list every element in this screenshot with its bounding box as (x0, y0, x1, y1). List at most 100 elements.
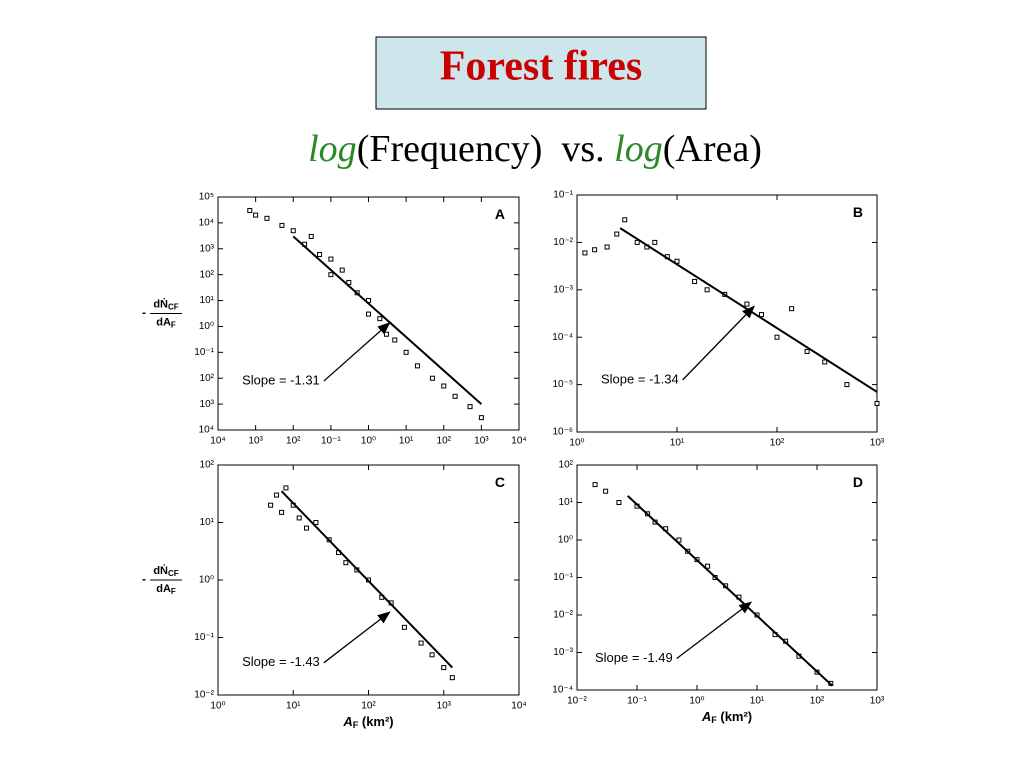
title-box (375, 36, 707, 110)
subtitle-part: (Area) (663, 128, 762, 170)
x-label-part: A (342, 714, 352, 729)
x-label-part: (km²) (358, 714, 393, 729)
x-tick-label: 10¹ (399, 436, 414, 447)
x-tick-label: 10⁻² (567, 696, 587, 707)
subtitle-part: log (614, 128, 663, 170)
y-tick-label: 10¹ (200, 517, 215, 528)
y-tick-label: 10¹ (559, 497, 574, 508)
annotation: Slope = -1.43 (242, 654, 320, 669)
x-tick-label: 10¹ (286, 701, 301, 712)
subtitle-part: log (308, 128, 357, 170)
y-label-part: dA (156, 316, 171, 328)
x-tick-label: 10² (770, 438, 785, 449)
y-label-minus: - (142, 306, 146, 320)
x-label-part: F (711, 715, 717, 725)
x-tick-label: 10² (361, 701, 376, 712)
y-tick-label: 10⁻¹ (553, 190, 573, 201)
data-point (308, 233, 314, 239)
x-tick-label: 10⁴ (511, 701, 526, 712)
data-point (414, 363, 420, 369)
subtitle: log(Frequency) vs. log(Area) (308, 128, 762, 170)
data-point (441, 665, 447, 671)
x-tick-label: 10⁴ (210, 436, 225, 447)
title: Forest fires (440, 44, 643, 90)
y-tick-label: 10⁵ (199, 192, 214, 203)
data-point (789, 306, 795, 312)
x-label: AF (km²) (342, 714, 393, 730)
y-tick-label: 10⁻⁴ (552, 332, 573, 343)
data-point (634, 239, 640, 245)
x-tick-label: 10⁴ (511, 436, 526, 447)
data-point (614, 231, 620, 237)
panel-label: C (495, 474, 505, 490)
data-point (478, 415, 484, 421)
y-tick-label: 10⁻³ (553, 284, 573, 295)
x-tick-label: 10¹ (670, 438, 685, 449)
data-point (604, 244, 610, 250)
y-label-part: F (171, 587, 176, 596)
y-label-part: F (171, 321, 176, 330)
x-tick-label: 10³ (437, 701, 452, 712)
data-point (296, 515, 302, 521)
data-point (279, 222, 285, 228)
x-tick-label: 10⁻¹ (627, 696, 647, 707)
data-point (328, 256, 334, 262)
x-tick-label: 10⁻¹ (321, 436, 341, 447)
y-label-part: CF (168, 303, 179, 312)
data-point (844, 382, 850, 388)
y-tick-label: 10⁻³ (553, 647, 573, 658)
data-point (274, 492, 280, 498)
data-point (592, 482, 598, 488)
y-tick-label: 10² (200, 460, 215, 471)
data-point (328, 272, 334, 278)
annotation: Slope = -1.34 (601, 371, 679, 386)
panel-label: A (495, 206, 505, 222)
annotation: Slope = -1.31 (242, 373, 320, 388)
y-tick-label: 10² (559, 460, 574, 471)
y-label-numerator: dṄCF (153, 297, 178, 311)
data-point (304, 525, 310, 531)
y-label-denominator: dAF (156, 583, 176, 596)
data-point (429, 375, 435, 381)
fit-line (280, 490, 454, 669)
x-label-part: F (353, 720, 359, 730)
y-tick-label: 10² (200, 373, 215, 384)
y-label-minus: - (142, 572, 146, 586)
data-point (616, 500, 622, 505)
data-point (592, 247, 598, 253)
data-point (452, 393, 458, 399)
data-point (441, 383, 447, 389)
data-point (603, 488, 609, 494)
plot-frame (576, 194, 878, 433)
y-tick-label: 10⁴ (199, 425, 214, 436)
data-point (253, 212, 259, 218)
y-tick-label: 10⁴ (199, 218, 214, 229)
fit-line (619, 227, 878, 393)
y-tick-label: 10⁰ (199, 321, 214, 332)
x-tick-label: 10² (810, 696, 825, 707)
y-label-part: dA (156, 583, 171, 595)
y-label-denominator: dAF (156, 316, 176, 329)
x-tick-label: 10⁰ (569, 438, 584, 449)
y-tick-label: 10³ (200, 243, 215, 254)
y-tick-label: 10⁻⁴ (552, 685, 573, 696)
data-point (247, 208, 253, 214)
data-point (283, 485, 289, 491)
data-point (343, 560, 349, 566)
x-tick-label: 10³ (870, 438, 885, 449)
annotation-arrow (682, 305, 755, 381)
data-point (366, 311, 371, 317)
data-point (774, 334, 780, 340)
y-tick-label: 10⁻⁶ (552, 427, 573, 438)
data-point (377, 316, 383, 322)
subtitle-part: (Frequency) vs. (357, 128, 614, 170)
data-point (290, 228, 296, 234)
y-tick-label: 10⁰ (558, 535, 573, 546)
data-point (339, 267, 345, 273)
y-tick-label: 10⁻² (553, 237, 573, 248)
data-point (676, 537, 682, 543)
data-point (652, 239, 658, 245)
annotation-arrow (323, 611, 391, 664)
data-point (401, 624, 407, 630)
data-point (268, 502, 274, 508)
